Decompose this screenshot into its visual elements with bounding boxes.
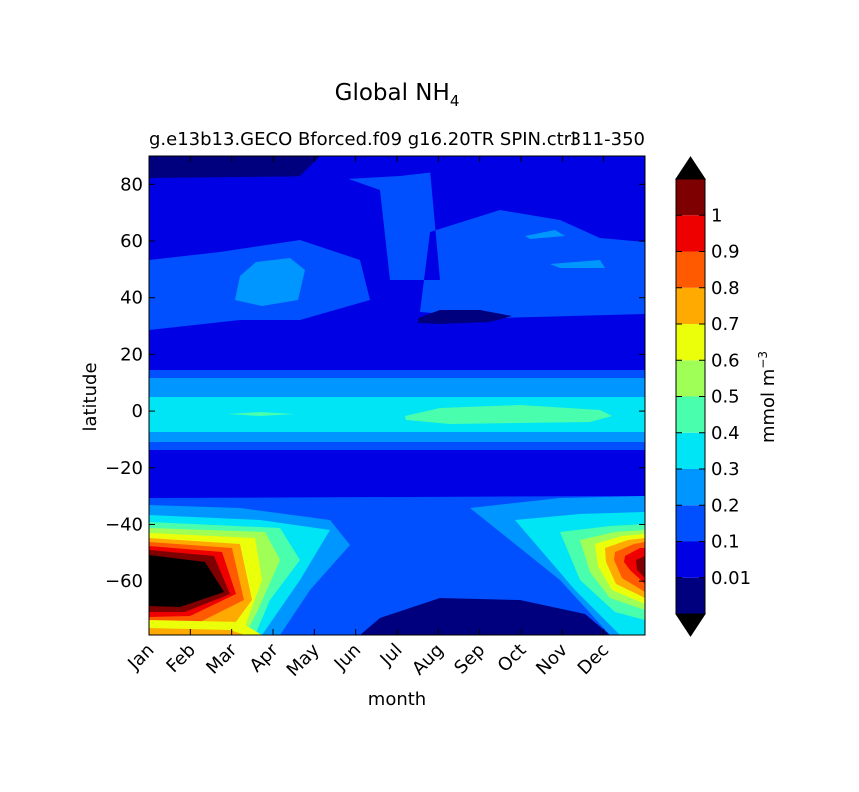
colorbar-swatch — [676, 469, 705, 506]
colorbar-swatch — [676, 324, 705, 361]
contour-sh-bottom-band-2 — [149, 628, 245, 635]
colorbar-label-superscript: −3 — [756, 351, 770, 369]
x-tick-label: Jan — [123, 640, 158, 675]
colorbar-tick-label: 0.6 — [711, 350, 740, 371]
colorbar-tick-label: 0.9 — [711, 242, 740, 263]
colorbar-swatch — [676, 505, 705, 542]
x-tick-label: Mar — [202, 639, 241, 678]
y-axis-label: latitude — [80, 362, 101, 431]
y-tick-label: 60 — [120, 231, 143, 252]
colorbar-tick-label: 0.7 — [711, 314, 740, 335]
colorbar-swatch — [676, 215, 705, 252]
colorbar-over-extension — [675, 156, 706, 180]
x-tick-label: Apr — [246, 639, 283, 676]
contour-tropics-05 — [228, 412, 294, 416]
x-tick-label: Aug — [408, 640, 448, 680]
chart-title-subscript: 4 — [450, 92, 460, 110]
contour-sh-left-over — [149, 555, 224, 607]
x-tick-label: Feb — [162, 640, 199, 677]
contour-sh-right-1.0 — [636, 556, 645, 578]
chart-subtitle-right: 311-350 — [570, 129, 645, 150]
contour-blob-nh-autumn-2 — [525, 230, 565, 239]
colorbar-tick-label: 1 — [711, 205, 722, 226]
colorbar-swatch — [676, 360, 705, 397]
y-axis: 80 60 40 20 0 −20 −40 −60 — [105, 174, 645, 592]
y-tick-label: −40 — [105, 514, 143, 535]
colorbar-swatch — [676, 251, 705, 288]
colorbar-tick-label: 0.3 — [711, 459, 740, 480]
colorbar-swatch — [676, 577, 705, 614]
colorbar-label-text: mmol m — [758, 369, 779, 443]
colorbar-swatch — [676, 541, 705, 578]
colorbar: 0.01 0.1 0.2 0.3 0.4 0.5 0.6 0.7 0.8 0.9 1 — [675, 156, 751, 637]
x-tick-label: Dec — [574, 640, 613, 679]
colorbar-tick-label: 0.4 — [711, 423, 740, 444]
colorbar-tick-label: 0.01 — [711, 568, 751, 589]
colorbar-swatch — [676, 396, 705, 433]
colorbar-label: mmol m−3 — [756, 351, 779, 443]
x-tick-label: Oct — [494, 640, 531, 677]
y-tick-label: −60 — [105, 571, 143, 592]
contour-shmid-band-2 — [149, 460, 645, 498]
y-tick-label: 40 — [120, 288, 143, 309]
x-tick-label: Sep — [450, 640, 489, 679]
chart-subtitle-left: g.e13b13.GECO Bforced.f09 g16.20TR SPIN.… — [149, 129, 576, 150]
y-tick-label: 80 — [120, 174, 143, 195]
y-tick-label: 0 — [132, 401, 143, 422]
x-tick-label: May — [283, 639, 324, 680]
x-tick-label: Nov — [532, 639, 572, 679]
colorbar-tick-label: 0.1 — [711, 532, 740, 553]
y-tick-label: 20 — [120, 344, 143, 365]
contour-blob-nh-autumn-1 — [550, 260, 605, 268]
colorbar-under-extension — [675, 613, 706, 637]
y-tick-label: −20 — [105, 458, 143, 479]
plot-area — [149, 156, 645, 635]
contour-south-pole-low — [360, 598, 610, 635]
contour-sh-right-0.9 — [624, 548, 645, 584]
contour-blob-nh-spring — [235, 258, 305, 306]
contour-tropics-04 — [405, 405, 612, 424]
colorbar-tick-label: 0.8 — [711, 278, 740, 299]
x-tick-label: Jul — [376, 640, 407, 671]
colorbar-swatch — [676, 179, 705, 216]
chart-title-text: Global NH — [335, 80, 450, 106]
colorbar-tick-label: 0.2 — [711, 495, 740, 516]
chart-title: Global NH4 — [335, 80, 460, 110]
x-tick-label: Jun — [330, 640, 365, 675]
contour-midlat-band — [149, 160, 645, 370]
colorbar-tick-label: 0.5 — [711, 387, 740, 408]
colorbar-swatch — [676, 287, 705, 324]
contour-jul-min — [418, 310, 512, 324]
x-axis-label: month — [368, 689, 426, 710]
colorbar-swatch — [676, 432, 705, 469]
